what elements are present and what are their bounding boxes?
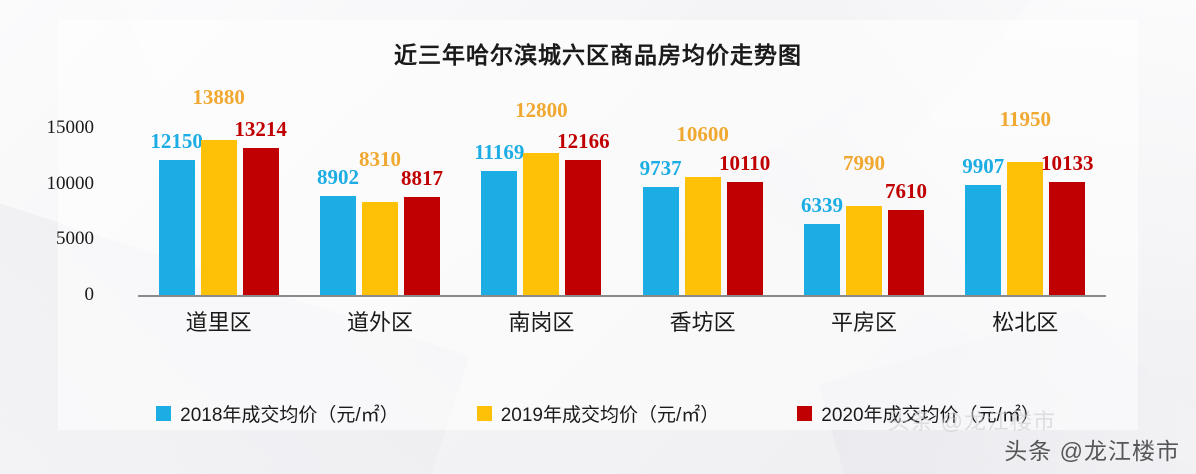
bar-value-label: 6339 bbox=[800, 193, 843, 218]
bar-value-label: 9737 bbox=[639, 155, 682, 180]
x-axis-category-label: 道里区 bbox=[185, 310, 252, 335]
bar[interactable]: 6339 bbox=[801, 193, 843, 295]
bar-fill bbox=[803, 224, 840, 295]
bar-value-label: 13214 bbox=[234, 116, 287, 141]
bar-value-label: 13880 bbox=[192, 85, 245, 110]
bar-fill bbox=[361, 202, 398, 295]
bar-fill bbox=[565, 159, 602, 295]
bar-fill bbox=[845, 206, 882, 295]
bar-group: 9907 11950 10133 bbox=[945, 107, 1106, 295]
x-axis-category-label: 南岗区 bbox=[508, 310, 575, 335]
bar-value-label: 10600 bbox=[676, 122, 729, 146]
legend-swatch-icon bbox=[476, 406, 492, 421]
legend-item[interactable]: 2018年成交均价（元/㎡） bbox=[156, 400, 399, 427]
bar-fill bbox=[887, 210, 924, 295]
x-axis-category-label: 香坊区 bbox=[669, 310, 736, 335]
bar[interactable]: 10110 bbox=[719, 151, 770, 295]
y-axis-tick-label: 15000 bbox=[46, 117, 95, 138]
bar-value-label: 7610 bbox=[884, 179, 927, 204]
x-axis-line bbox=[138, 295, 1106, 297]
bar[interactable]: 8817 bbox=[401, 166, 443, 295]
bar-group: 11169 12800 12166 bbox=[461, 98, 622, 295]
bar[interactable]: 11169 bbox=[474, 140, 524, 295]
bar-value-label: 8902 bbox=[316, 164, 359, 189]
bar[interactable]: 9907 bbox=[962, 154, 1004, 295]
bar-value-label: 9907 bbox=[962, 153, 1005, 178]
legend-label: 2018年成交均价（元/㎡） bbox=[180, 405, 399, 426]
bar-fill bbox=[403, 196, 440, 295]
bar-value-label: 7990 bbox=[842, 151, 885, 176]
y-axis-tick-label: 5000 bbox=[56, 228, 94, 250]
x-axis-category-label: 松北区 bbox=[992, 310, 1059, 335]
legend-swatch-icon bbox=[156, 406, 172, 421]
watermark-ghost: 头条 @龙江楼市 bbox=[887, 409, 1056, 434]
bar-fill bbox=[642, 186, 679, 295]
bar[interactable]: 9737 bbox=[640, 156, 682, 295]
bar[interactable]: 7610 bbox=[885, 179, 927, 295]
bar-fill bbox=[242, 147, 279, 295]
bar[interactable]: 13214 bbox=[234, 117, 287, 295]
bar-value-label: 11169 bbox=[474, 139, 525, 164]
legend-swatch-icon bbox=[797, 406, 813, 421]
bar-group: 6339 7990 7610 bbox=[783, 128, 944, 295]
y-axis-tick-label: 0 bbox=[84, 284, 95, 305]
legend-label: 2019年成交均价（元/㎡） bbox=[500, 405, 720, 426]
bar-fill bbox=[684, 177, 721, 295]
bar[interactable]: 10600 bbox=[676, 122, 729, 295]
bar[interactable]: 10133 bbox=[1041, 151, 1094, 295]
bar-group: 12150 13880 13214 bbox=[138, 85, 299, 295]
bar-value-label: 8310 bbox=[358, 147, 401, 172]
category-labels: 道里区 道外区 南岗区 香坊区 平房区 松北区 bbox=[138, 305, 1106, 337]
bar-value-label: 10133 bbox=[1041, 151, 1094, 176]
bar-value-label: 12166 bbox=[557, 128, 610, 153]
bar[interactable]: 7990 bbox=[843, 151, 885, 295]
bar-fill bbox=[965, 184, 1002, 295]
bar-fill bbox=[158, 159, 195, 295]
legend-item[interactable]: 2020年成交均价（元/㎡） bbox=[797, 400, 1040, 427]
legend-item[interactable]: 2019年成交均价（元/㎡） bbox=[476, 400, 720, 427]
bar[interactable]: 11950 bbox=[1000, 107, 1051, 295]
bar-groups: 12150 13880 13214 8902 8310 8817 11169 12800 121… bbox=[138, 85, 1106, 295]
bar-fill bbox=[481, 170, 518, 295]
bar[interactable]: 13880 bbox=[192, 85, 245, 295]
x-axis-category-label: 道外区 bbox=[346, 310, 413, 335]
legend-label: 2020年成交均价（元/㎡） bbox=[821, 405, 1040, 426]
y-axis-tick-label: 10000 bbox=[46, 172, 95, 194]
bar-fill bbox=[1049, 182, 1086, 295]
bar[interactable]: 8902 bbox=[317, 165, 359, 295]
bar-group: 8902 8310 8817 bbox=[299, 128, 460, 295]
chart-title: 近三年哈尔滨城六区商品房均价走势图 bbox=[394, 42, 802, 68]
x-axis-category-label: 平房区 bbox=[830, 310, 897, 335]
bar-group: 9737 10600 10110 bbox=[622, 122, 783, 295]
bar[interactable]: 12800 bbox=[515, 98, 568, 295]
bar-value-label: 8817 bbox=[400, 165, 443, 190]
bar-fill bbox=[523, 152, 560, 295]
bar-value-label: 12150 bbox=[150, 128, 203, 153]
bar-value-label: 10110 bbox=[718, 151, 771, 176]
bar[interactable]: 8310 bbox=[359, 147, 401, 295]
bar-fill bbox=[200, 140, 237, 295]
bar[interactable]: 12166 bbox=[557, 129, 610, 295]
bar-value-label: 12800 bbox=[515, 97, 568, 122]
watermark: 头条 @龙江楼市 bbox=[1004, 438, 1180, 464]
bar-value-label: 11950 bbox=[999, 106, 1051, 131]
bar-fill bbox=[726, 182, 763, 295]
bar[interactable]: 12150 bbox=[150, 129, 203, 295]
bar-fill bbox=[319, 195, 356, 295]
bar-fill bbox=[1007, 161, 1044, 295]
chart-legend: 2018年成交均价（元/㎡） 2019年成交均价（元/㎡） 2020年成交均价（元/… bbox=[0, 400, 1196, 427]
